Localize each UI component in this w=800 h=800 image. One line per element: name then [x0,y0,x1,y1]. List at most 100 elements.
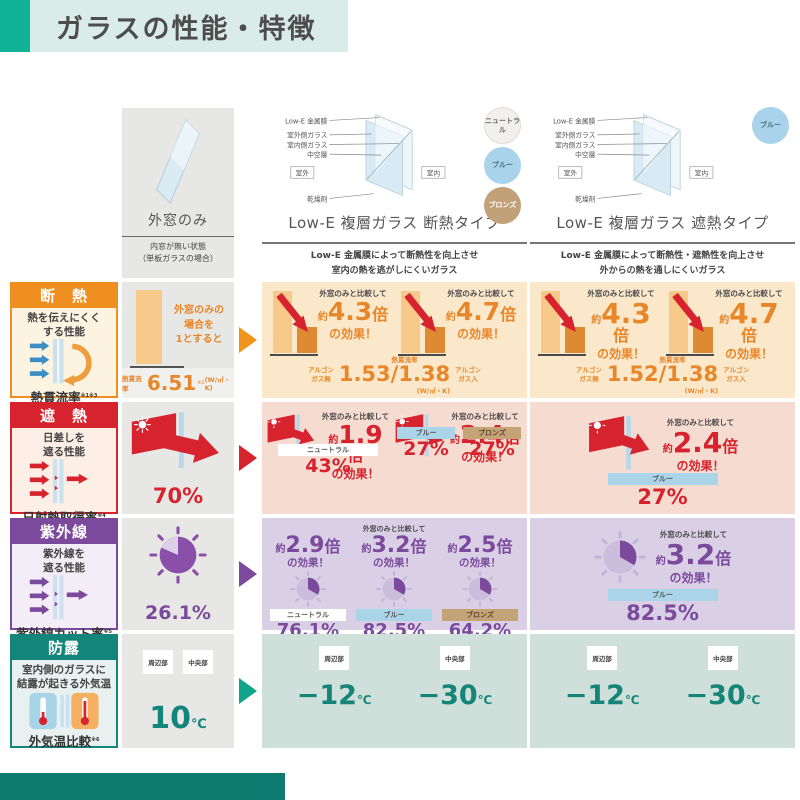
dannetsu-column-title: Low-E 複層ガラス 断熱タイプ [288,214,501,233]
uv-sun-icon [593,531,646,583]
row-desc: 紫外線を 遮る性能 [43,548,85,574]
compare-note: 外窓のみと比較して [319,289,387,298]
outer-uv-cut: 26.1% [145,602,211,624]
effect-label: の効果！ [331,466,380,481]
compare-note: 外窓のみと比較して [715,289,783,298]
outer-solar-gain: 70% [152,484,204,508]
uv-sun-icon [376,571,412,607]
row-desc: 日差しを 遮る性能 [43,432,85,458]
glass-diagram-dannetsu: Low-E 金属膜 室外側ガラス 室内側ガラス 中空層 室外 室内 乾燥剤 ニュ… [262,103,527,224]
effect-label: の効果！ [456,327,505,341]
cell-bouro-lowe-dannetsu: 周辺部 −12℃ 中央部 −30℃ [262,634,527,748]
row-title-dannetsu: 断 熱 [12,284,116,308]
effect-label: の効果！ [724,346,773,361]
effect-group: 外窓のみと比較して 約4.7倍 の効果！ [664,287,788,361]
column-header-lowe-dannetsu: Low-E 金属膜 室外側ガラス 室内側ガラス 中空層 室外 室内 乾燥剤 ニュ… [262,103,527,278]
footer-bar [0,773,285,800]
effect-group: 外窓のみと比較して 約4.3倍 の効果！ [536,287,660,361]
row-label-dannetsu: 断 熱 熱を伝えにくく する性能 熱貫流率※1※3 [10,282,118,405]
part-label: 中央部 [707,646,738,670]
uv-sun-icon [290,571,326,607]
svg-text:室外側ガラス: 室外側ガラス [287,131,328,140]
effect-group: 外窓のみと比較して 約4.7倍 の効果！ [396,287,520,359]
outer-temp: 10℃ [149,701,207,736]
svg-text:室内: 室内 [695,168,709,177]
effect-label: の効果！ [676,459,725,474]
sun-arrow-icon [131,412,219,468]
effect-label: の効果！ [669,571,718,586]
outer-column-title: 外窓のみ [148,213,208,229]
part-label: 中央部 [439,646,470,670]
glass-diagram-shanetsu: Low-E 金属膜 室外側ガラス 室内側ガラス 中空層 室外 室内 乾燥剤 ブル… [530,103,795,210]
temp-group: 周辺部 −12℃ [297,646,372,711]
arrow-right-icon [239,561,257,587]
effect-label: の効果！ [373,557,415,570]
cell-shanetsu-lowe-shanetsu: 外窓のみと比較して 約2.4倍 の効果！ ブルー 27% [530,402,795,514]
swatch-bronze: ブロンズ [484,187,521,224]
badge-blue: ブルー [607,588,718,601]
svg-text:中空層: 中空層 [575,150,595,159]
row-label-shanetsu: 遮 熱 日差しを 遮る性能 日射熱取得率※4 [10,402,118,525]
badge-value: 27% [403,438,449,461]
u-value-line: アルゴン ガス無 熱貫流率 1.52/1.38 (W/㎡・K) アルゴン ガス入 [576,356,749,395]
color-swatches: ニュートラル ブルー ブロンズ [484,107,521,224]
row-desc: 室内側のガラスに 結露が起きる外気温 [16,664,112,690]
compare-note: 外窓のみと比較して [659,530,728,539]
effect-label: の効果！ [461,450,510,464]
svg-text:Low-E 金属膜: Low-E 金属膜 [285,116,328,125]
svg-text:室外: 室外 [296,168,310,177]
gas-label: アルゴン ガス入 [455,366,481,383]
effect-factor: 約2.5倍 [447,533,513,558]
cell-outer-bouro: 周辺部 中央部 10℃ [122,634,234,748]
bar-comparison-icon [398,291,446,356]
effect-factor: 約3.2倍 [361,533,427,558]
shanetsu-column-title: Low-E 複層ガラス 遮熱タイプ [556,214,769,233]
badge-value: 82.5% [626,600,699,625]
uv-sun-icon [462,571,498,607]
effect-factor: 約4.7倍 [719,296,779,346]
effect-group: 約2.5倍 の効果！ ブロンズ 64.2% [438,524,522,642]
outer-u-value: 熱貫流率 6.51 ※2 (W/㎡・K) [122,368,234,398]
single-glass-pane-icon [156,119,200,204]
svg-text:室外: 室外 [564,168,578,177]
cell-bouro-lowe-shanetsu: 周辺部 −12℃ 中央部 −30℃ [530,634,795,748]
cell-dannetsu-lowe-shanetsu: 外窓のみと比較して 約4.3倍 の効果！ 外窓のみと比較して 約4.7倍 の効果… [530,282,795,398]
svg-text:室内側ガラス: 室内側ガラス [287,140,328,149]
gas-label: アルゴン ガス入 [723,366,749,383]
svg-text:乾燥剤: 乾燥剤 [575,194,595,203]
outer-column-subtitle: 内窓が無い状態 （単板ガラスの場合） [122,236,234,265]
cell-dannetsu-lowe-dannetsu: 外窓のみと比較して 約4.3倍 の効果！ 外窓のみと比較して 約4.7倍 の効果… [262,282,527,398]
badge-value: 43% [305,454,351,477]
sun-arrow-small-icon [588,416,649,470]
row-title-uv: 紫外線 [12,520,116,544]
arrow-right-icon [239,678,257,704]
part-label: 中央部 [183,650,213,674]
cell-shanetsu-lowe-dannetsu: 外窓のみと比較して 約1.9倍 の効果！ ニュートラル 43% [262,402,527,514]
part-label: 周辺部 [587,646,618,670]
effect-group: 外窓のみと比較して 約1.9倍 の効果！ ニュートラル 43% [266,410,390,482]
gas-label: アルゴン ガス無 [576,366,602,383]
arrow-right-icon [239,445,257,471]
compare-note: 外窓のみと比較して [587,289,655,298]
u-value: 1.53/1.38 [338,362,451,386]
part-label: 周辺部 [319,646,350,670]
effect-group: 外窓のみと比較して 約3.2倍 の効果！ ブルー 82.5% [352,524,436,642]
compare-note: 外窓のみと比較して [447,289,515,298]
badge-neutral: ニュートラル [278,443,378,456]
u-value: 1.52/1.38 [606,362,719,386]
effect-group: 約2.9倍 の効果！ ニュートラル 76.1% [266,524,350,642]
bar-comparison-icon [538,291,586,356]
compare-note: 外窓のみと比較して [362,525,426,533]
effect-factor: 約3.2倍 [655,537,732,571]
cell-outer-uv: 26.1% [122,518,234,630]
lowe-glass-unit-diagram: Low-E 金属膜 室外側ガラス 室内側ガラス 中空層 室外 室内 乾燥剤 [285,114,446,203]
svg-text:室外側ガラス: 室外側ガラス [555,131,596,140]
uv-sun-icon [149,526,207,584]
lowe-glass-unit-diagram: Low-E 金属膜 室外側ガラス 室内側ガラス 中空層 室外 室内 乾燥剤 [553,114,714,203]
svg-text:乾燥剤: 乾燥剤 [307,194,327,203]
cell-outer-shanetsu: 70% [122,402,234,514]
effect-factor: 約2.9倍 [275,533,341,558]
swatch-neutral: ニュートラル [484,107,521,144]
badge-bronze: ブロンズ [463,427,521,440]
